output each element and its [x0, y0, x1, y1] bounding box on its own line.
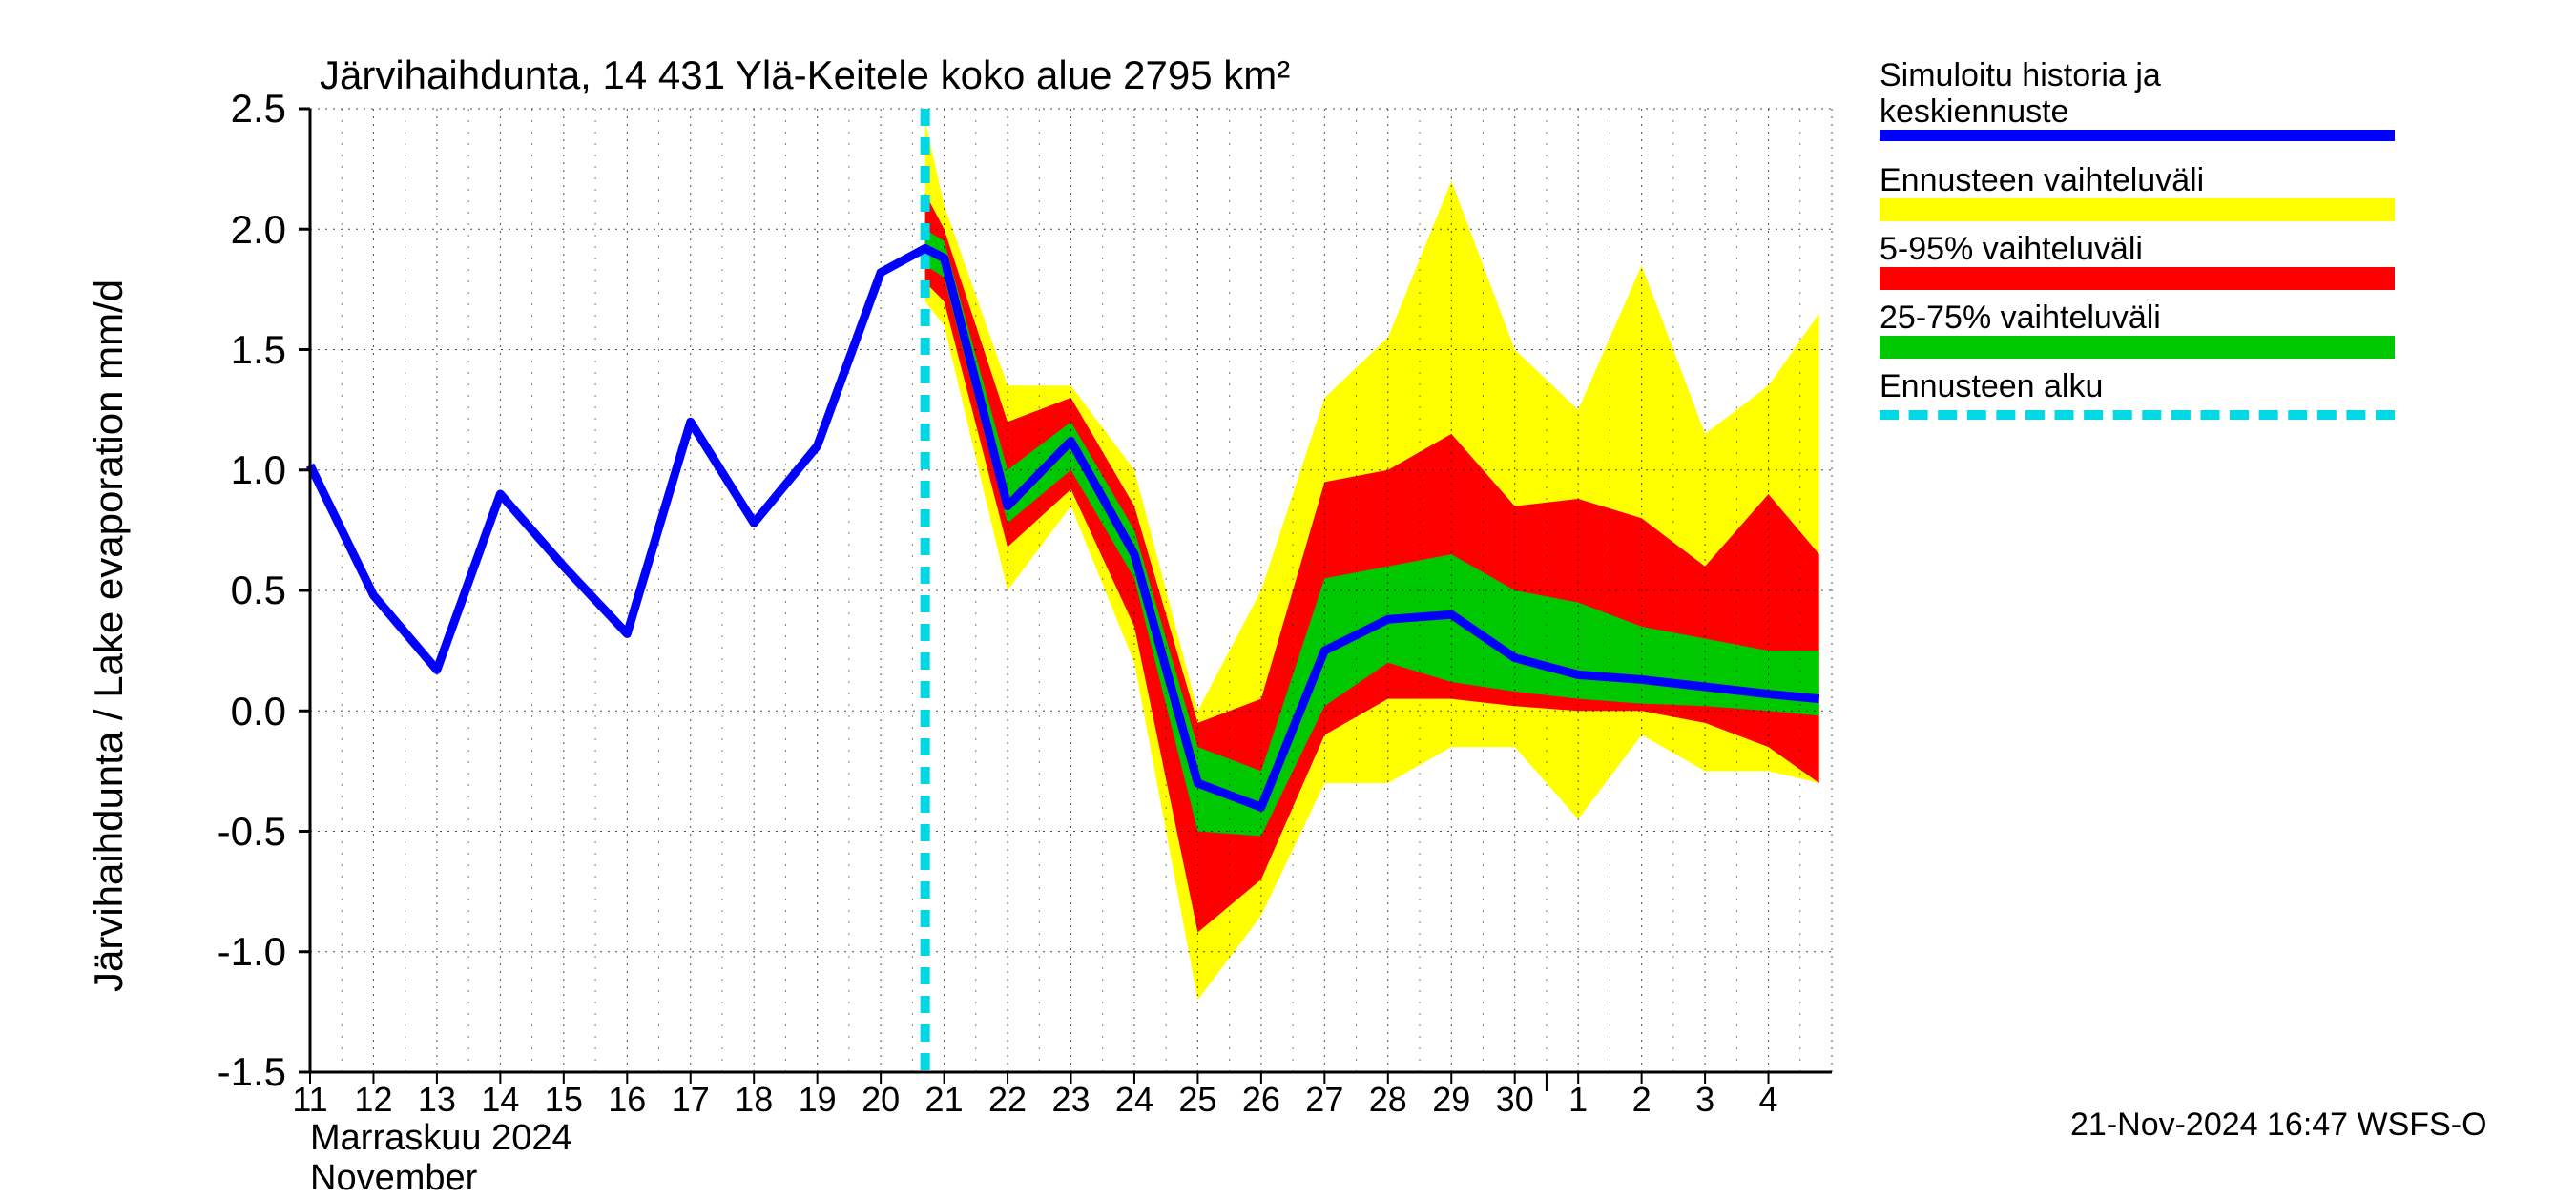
- x-tick-label: 22: [984, 1080, 1031, 1120]
- y-tick-label: 1.0: [181, 447, 286, 493]
- x-tick-label: 29: [1427, 1080, 1475, 1120]
- x-tick-label: 28: [1364, 1080, 1412, 1120]
- y-tick-label: -1.5: [181, 1049, 286, 1095]
- legend-label: 5-95% vaihteluväli: [1880, 231, 2143, 268]
- x-tick-label: 19: [794, 1080, 841, 1120]
- y-tick-label: 2.5: [181, 86, 286, 132]
- x-tick-label: 4: [1745, 1080, 1793, 1120]
- legend-color-swatch: [1880, 198, 2395, 221]
- chart-title: Järvihaihdunta, 14 431 Ylä-Keitele koko …: [320, 52, 1290, 98]
- y-tick-label: 0.0: [181, 689, 286, 734]
- y-tick-label: 2.0: [181, 207, 286, 253]
- x-tick-label: 23: [1048, 1080, 1095, 1120]
- x-tick-label: 15: [540, 1080, 588, 1120]
- x-tick-label: 14: [476, 1080, 524, 1120]
- legend-label: Ennusteen vaihteluväli: [1880, 162, 2204, 199]
- x-tick-label: 24: [1111, 1080, 1158, 1120]
- y-tick-label: -0.5: [181, 809, 286, 855]
- x-tick-label: 11: [286, 1080, 334, 1120]
- x-tick-label: 21: [921, 1080, 968, 1120]
- legend-label: Ennusteen alku: [1880, 368, 2103, 405]
- x-tick-label: 17: [667, 1080, 715, 1120]
- x-tick-label: 25: [1174, 1080, 1221, 1120]
- x-tick-label: 2: [1618, 1080, 1666, 1120]
- x-tick-label: 27: [1300, 1080, 1348, 1120]
- x-tick-label: 13: [413, 1080, 461, 1120]
- y-axis-label: Järvihaihdunta / Lake evaporation mm/d: [86, 279, 132, 992]
- plot-area: [310, 109, 1832, 1072]
- x-tick-label: 30: [1491, 1080, 1539, 1120]
- x-tick-label: 20: [857, 1080, 904, 1120]
- x-tick-label: 3: [1681, 1080, 1729, 1120]
- legend-color-swatch: [1880, 267, 2395, 290]
- x-tick-label: 16: [603, 1080, 651, 1120]
- chart-container: { "chart": { "type": "line-with-bands", …: [0, 0, 2576, 1145]
- legend-color-swatch: [1880, 336, 2395, 359]
- x-tick-label: 1: [1554, 1080, 1602, 1120]
- y-tick-label: -1.0: [181, 929, 286, 975]
- legend-line-swatch: [1880, 130, 2395, 141]
- axis-month-label: Marraskuu 2024: [310, 1118, 572, 1159]
- x-tick-label: 18: [730, 1080, 778, 1120]
- footer-timestamp: 21-Nov-2024 16:47 WSFS-O: [2070, 1106, 2487, 1144]
- legend-dashed-swatch: [1880, 410, 2395, 420]
- legend-label: Simuloitu historia ja: [1880, 57, 2161, 94]
- axis-month-label: November: [310, 1158, 477, 1199]
- legend-label: keskiennuste: [1880, 93, 2068, 131]
- y-tick-label: 1.5: [181, 327, 286, 373]
- x-tick-label: 26: [1237, 1080, 1285, 1120]
- legend-label: 25-75% vaihteluväli: [1880, 300, 2161, 337]
- y-tick-label: 0.5: [181, 568, 286, 613]
- x-tick-label: 12: [349, 1080, 397, 1120]
